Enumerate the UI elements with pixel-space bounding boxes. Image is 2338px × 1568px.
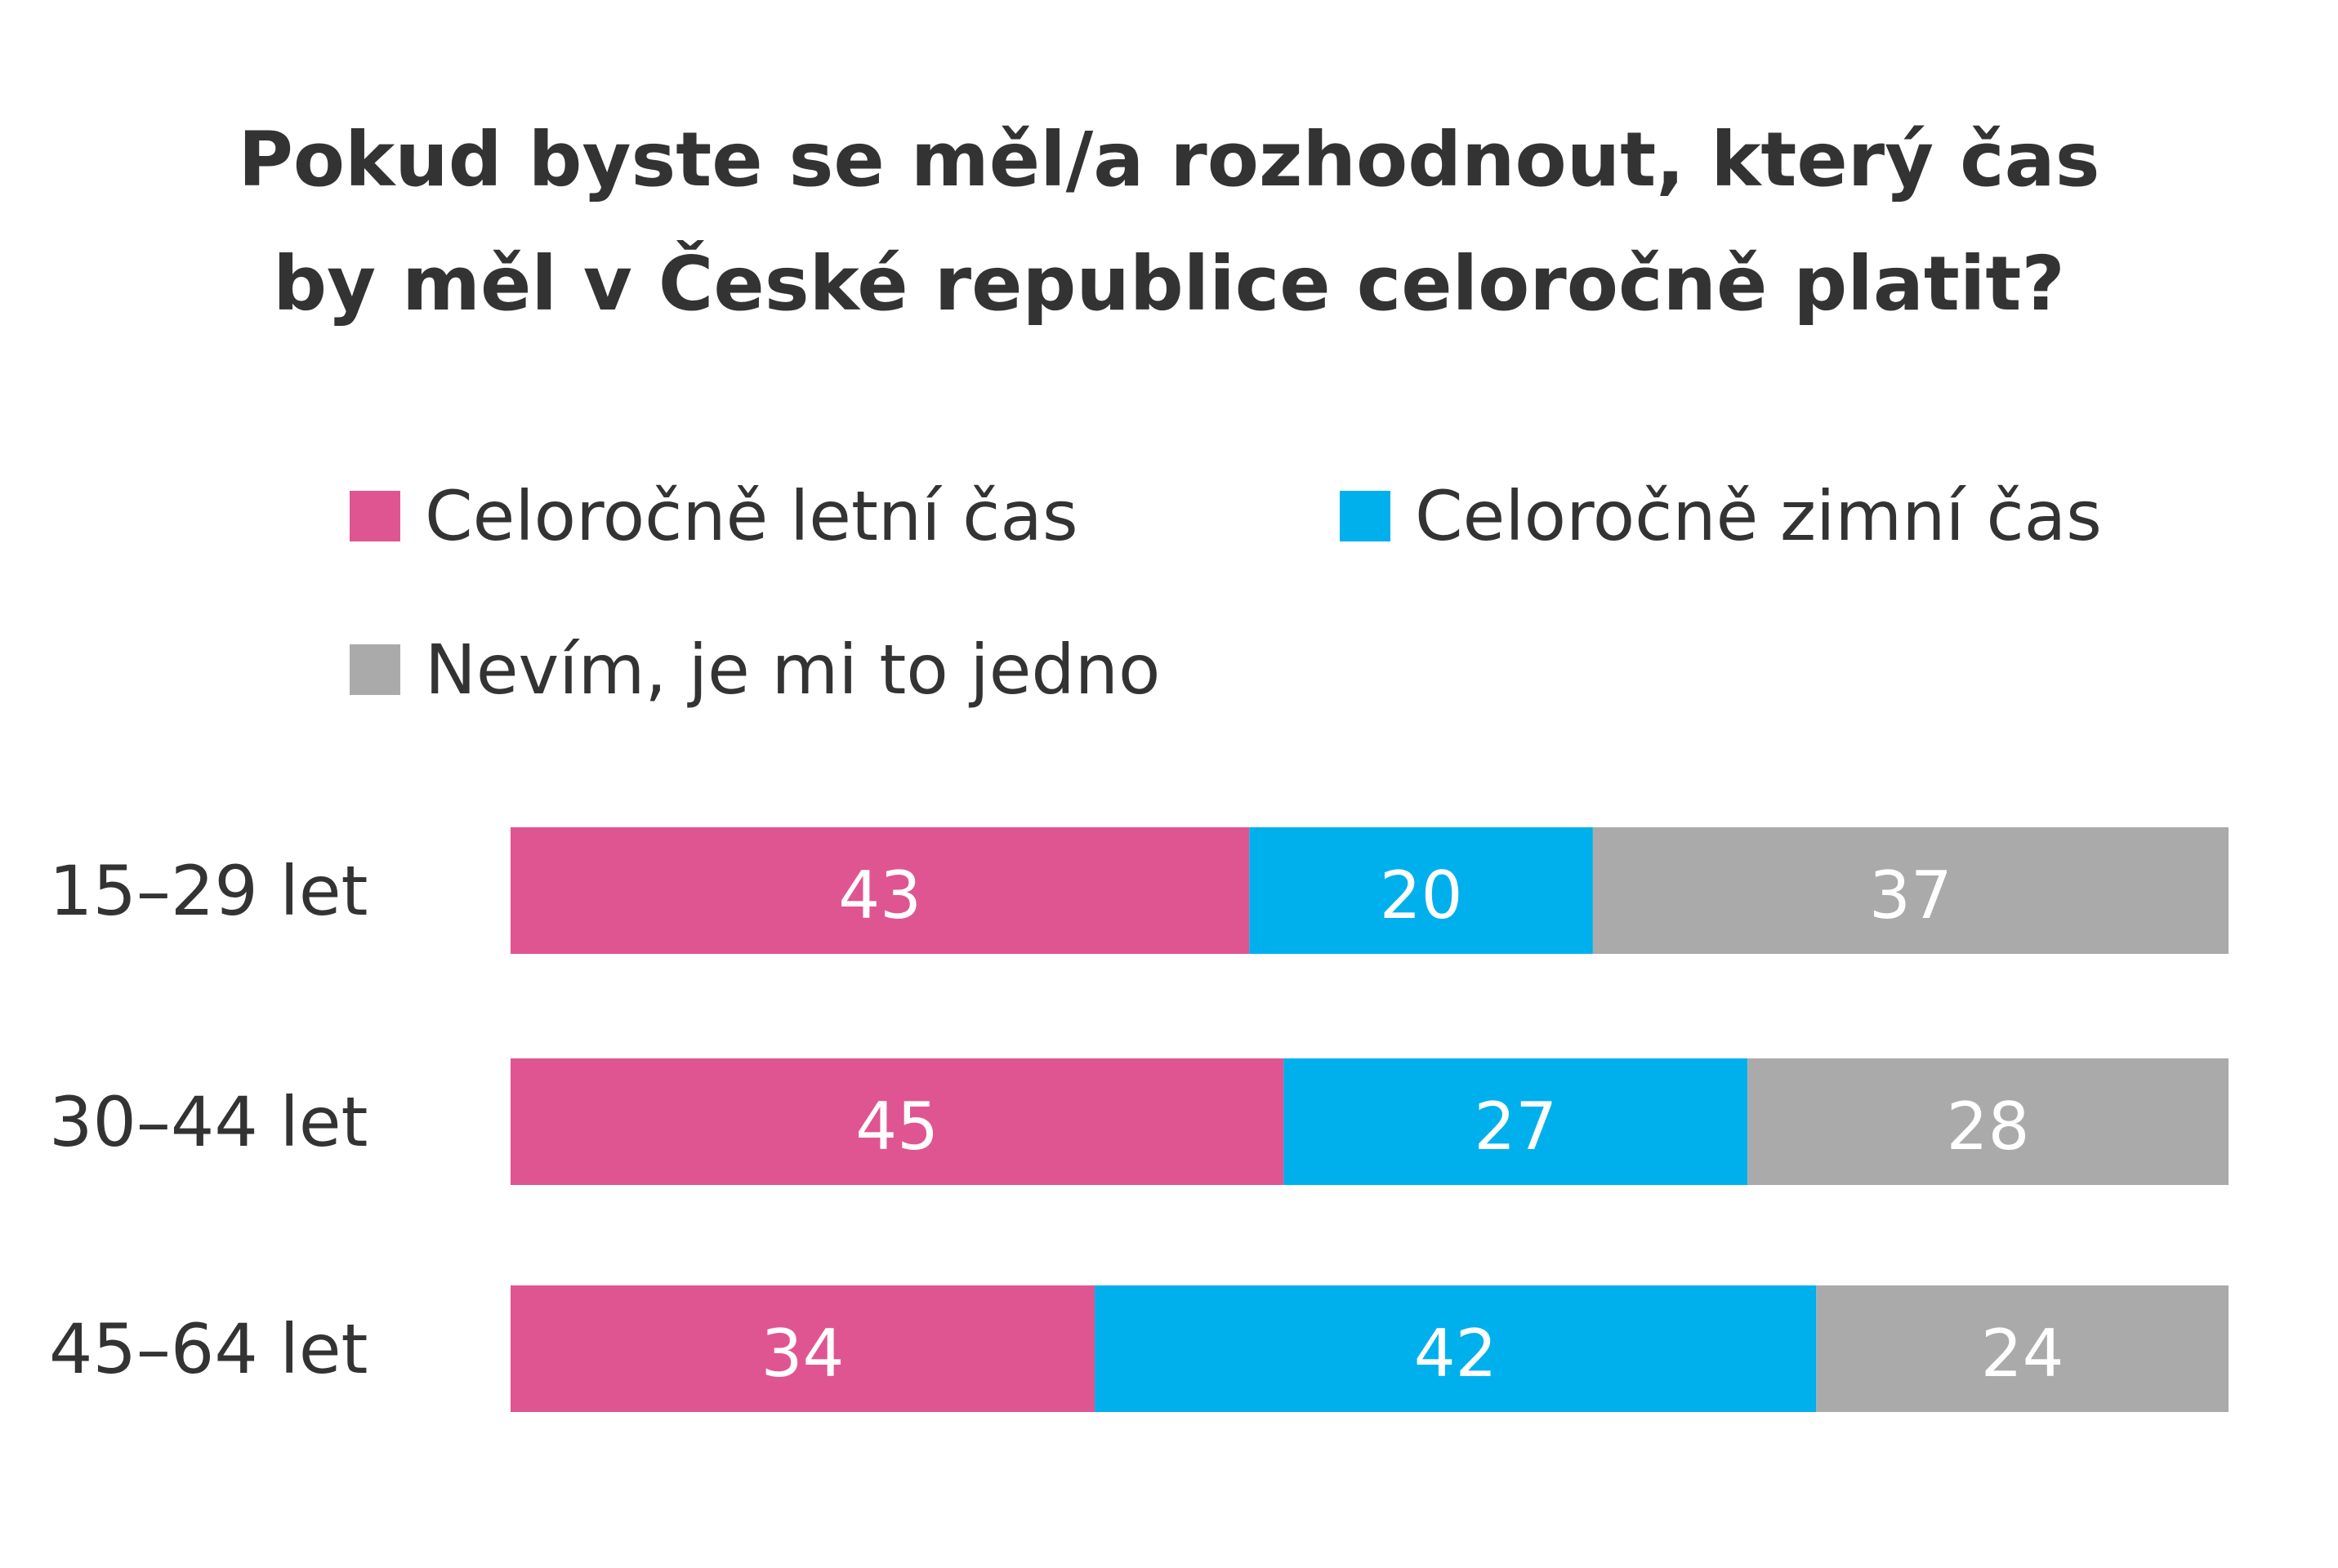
data-label-summer-1: 45 <box>855 1089 939 1165</box>
bar-winter-1 <box>1283 1058 1748 1185</box>
chart-title-line-2: by měl v České republice celoročně plati… <box>273 240 2065 327</box>
bar-summer-2 <box>511 1285 1095 1412</box>
data-label-dontknow-2: 24 <box>1981 1316 2064 1392</box>
legend-item-dontknow: Nevím, je mi to jedno <box>350 625 1160 715</box>
bar-dontknow-0 <box>1592 827 2229 954</box>
legend-label-dontknow: Nevím, je mi to jedno <box>425 630 1161 710</box>
legend-swatch-summer <box>350 491 400 541</box>
bar-winter-2 <box>1095 1285 1817 1412</box>
bar-dontknow-2 <box>1816 1285 2229 1412</box>
legend-swatch-dontknow <box>350 644 400 695</box>
legend-label-summer: Celoročně letní čas <box>425 476 1078 556</box>
category-label-30-44: 30–44 let <box>49 1081 368 1162</box>
data-label-winter-1: 27 <box>1474 1089 1557 1165</box>
chart-title-line-1: Pokud byste se měl/a rozhodnout, který č… <box>238 116 2100 203</box>
data-label-dontknow-0: 37 <box>1869 858 1952 933</box>
data-label-winter-0: 20 <box>1380 858 1463 933</box>
legend-swatch-winter <box>1340 491 1390 541</box>
category-label-15-29: 15–29 let <box>49 850 368 931</box>
bar-winter-0 <box>1249 827 1593 954</box>
data-label-winter-2: 42 <box>1414 1316 1497 1392</box>
legend-label-winter: Celoročně zimní čas <box>1415 476 2102 556</box>
legend-item-winter: Celoročně zimní čas <box>1340 471 2102 561</box>
category-label-45-64: 45–64 let <box>49 1308 368 1389</box>
legend-item-summer: Celoročně letní čas <box>350 471 1078 561</box>
bar-summer-0 <box>511 827 1250 954</box>
chart-title: Pokud byste se měl/a rozhodnout, který č… <box>0 98 2338 346</box>
bar-summer-1 <box>511 1058 1284 1185</box>
data-label-summer-2: 34 <box>761 1316 845 1392</box>
data-label-summer-0: 43 <box>838 858 921 933</box>
bar-dontknow-1 <box>1747 1058 2229 1185</box>
data-label-dontknow-1: 28 <box>1947 1089 2030 1165</box>
